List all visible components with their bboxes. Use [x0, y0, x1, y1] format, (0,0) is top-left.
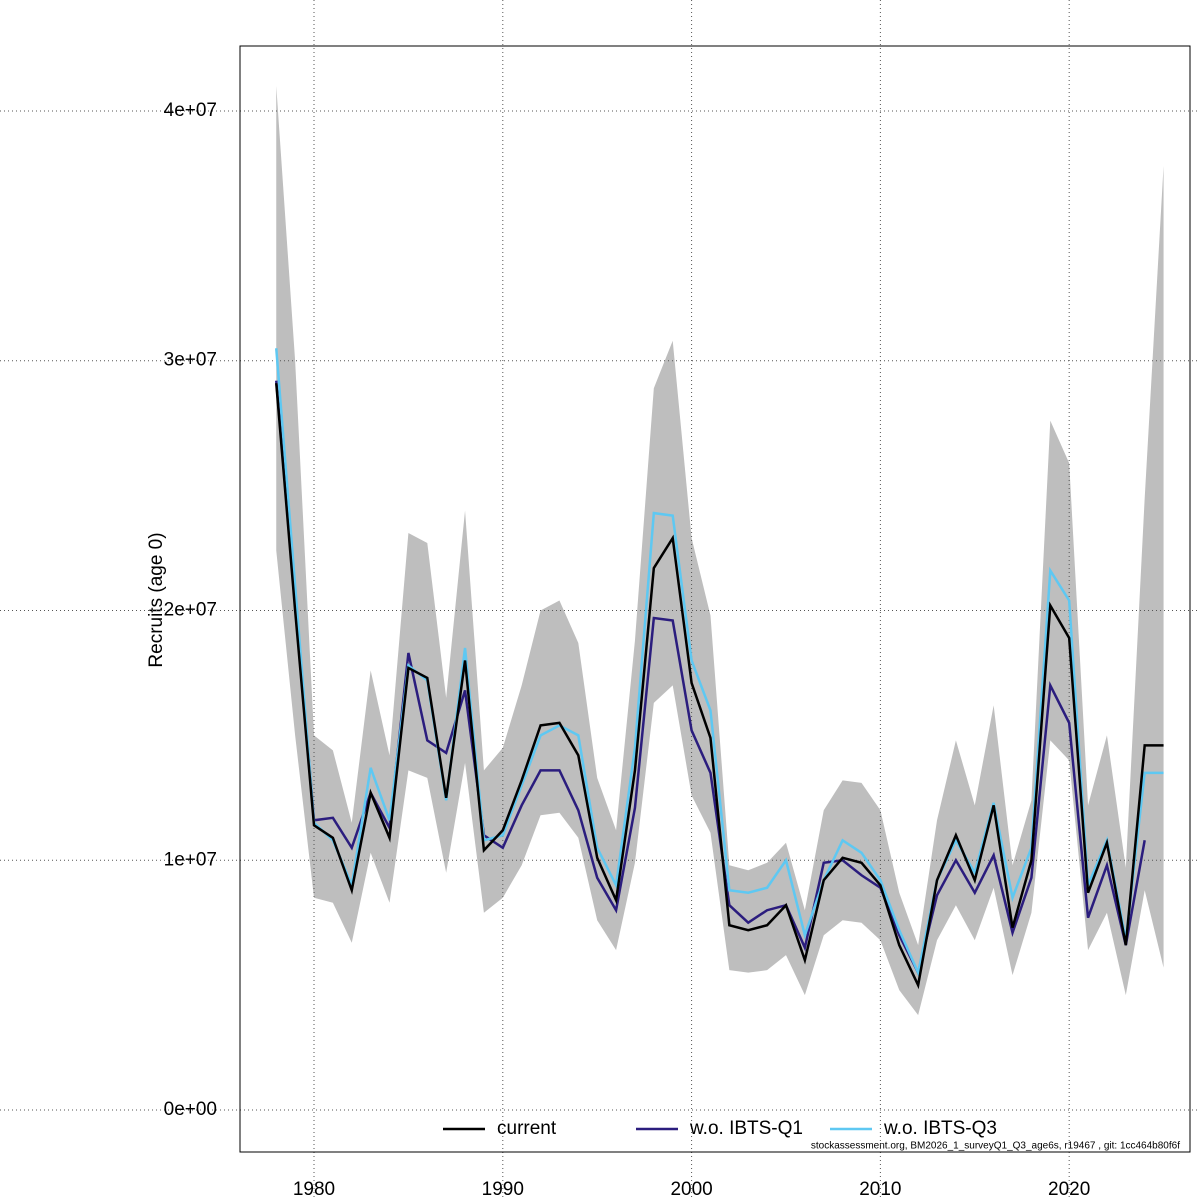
series-line — [275, 348, 1164, 977]
y-tick-label: 2e+07 — [164, 600, 217, 621]
y-tick-label: 3e+07 — [164, 350, 217, 371]
footer: stockassessment.org, BM2026_1_surveyQ1_Q… — [811, 1141, 1180, 1152]
legend-label: w.o. IBTS-Q3 — [883, 1118, 997, 1139]
series-line — [275, 380, 1146, 977]
confidence-band — [276, 85, 1164, 1016]
y-axis-label: Recruits (age 0) — [146, 532, 167, 667]
y-tick-label: 4e+07 — [164, 100, 217, 121]
legend-label: w.o. IBTS-Q1 — [689, 1118, 803, 1139]
y-tick-label: 0e+00 — [164, 1099, 217, 1120]
x-tick-label: 1980 — [293, 1179, 335, 1200]
x-tick-label: 2000 — [670, 1179, 712, 1200]
series-line — [275, 383, 1164, 990]
x-tick-label: 2010 — [859, 1179, 901, 1200]
plot-frame — [239, 45, 1191, 1153]
legend-label: current — [497, 1118, 557, 1139]
y-tick-label: 1e+07 — [164, 849, 217, 870]
x-tick-label: 2020 — [1048, 1179, 1090, 1200]
x-tick-label: 1990 — [482, 1179, 524, 1200]
